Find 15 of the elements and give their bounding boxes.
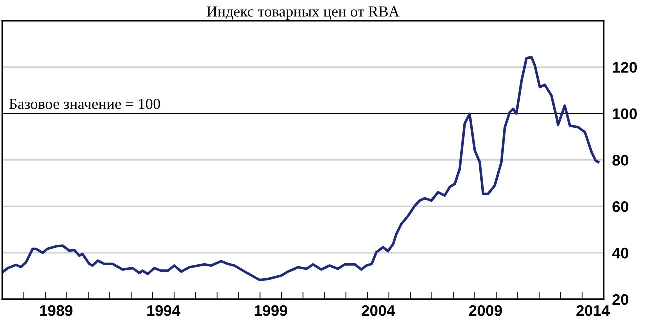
x-tick-label: 2009 [469,305,502,316]
x-tick-label: 2014 [576,305,610,316]
y-tick-label: 40 [612,248,629,259]
x-tick-label: 1999 [254,305,288,316]
ref-line-label: Базовое значение = 100 [9,98,160,110]
x-tick-label: 2004 [362,305,396,316]
y-tick-label: 100 [613,108,638,120]
y-tick-label: 120 [613,62,638,74]
chart-title: Индекс товарных цен от RBA [207,6,400,20]
x-tick-label: 1989 [40,305,73,316]
y-tick-label: 80 [612,155,629,166]
y-tick-label: 60 [612,201,629,212]
y-tick-label: 20 [612,294,629,306]
x-tick-label: 1994 [148,305,181,316]
line-series [2,56,600,282]
